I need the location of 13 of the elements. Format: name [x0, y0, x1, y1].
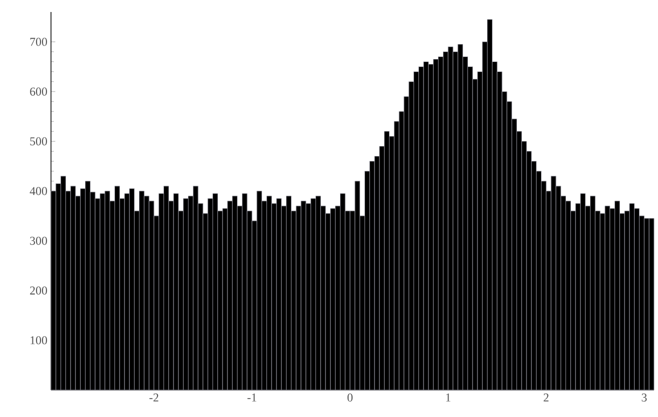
- y-tick-label: 400: [30, 187, 48, 196]
- x-tick-label: 2: [544, 394, 548, 402]
- y-tick-label: 200: [30, 286, 48, 295]
- y-tick-label: 700: [30, 38, 48, 46]
- y-tick-label: 300: [30, 236, 48, 245]
- x-tick-label: -1: [247, 394, 256, 402]
- x-tick-label: 3: [642, 394, 647, 402]
- x-tick-label: 0: [348, 394, 353, 402]
- y-tick-label: 100: [30, 336, 48, 344]
- x-tick-label: 1: [446, 394, 450, 402]
- x-tick-label: -2: [149, 394, 158, 402]
- y-tick-label: 600: [30, 88, 48, 96]
- y-tick-label: 500: [30, 137, 48, 146]
